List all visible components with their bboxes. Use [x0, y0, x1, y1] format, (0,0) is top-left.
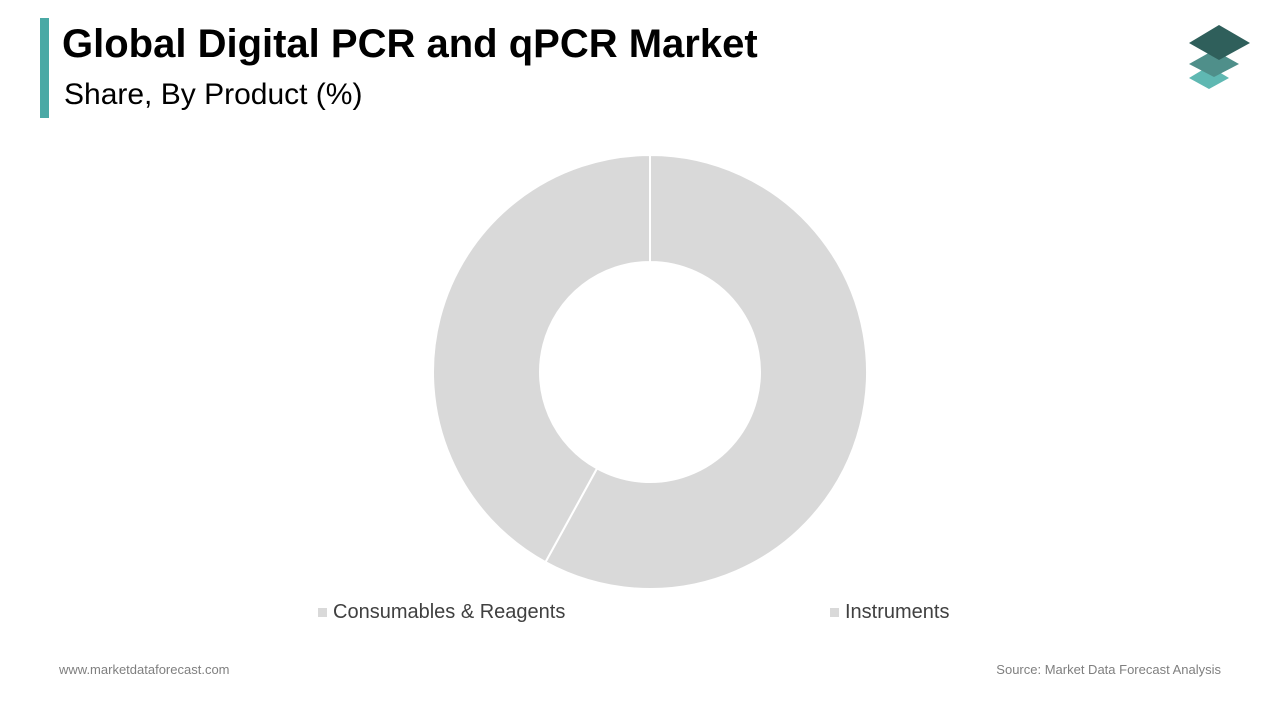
legend-label: Consumables & Reagents: [333, 600, 566, 623]
footer-source: Source: Market Data Forecast Analysis: [996, 662, 1221, 677]
stacked-layers-icon: [1189, 25, 1250, 89]
logo-layer-top: [1189, 25, 1250, 60]
page-subtitle: Share, By Product (%): [64, 78, 363, 111]
legend-item-consumables: Consumables & Reagents: [318, 600, 565, 624]
legend-label: Instruments: [845, 600, 950, 623]
donut-slice-1: [431, 153, 651, 564]
legend-item-instruments: Instruments: [830, 600, 949, 624]
title-accent-bar: [40, 18, 49, 118]
logo-layer-bottom: [1189, 66, 1229, 89]
logo-layer-middle: [1189, 50, 1239, 77]
legend-swatch: [318, 607, 327, 617]
legend-swatch: [830, 607, 839, 617]
footer-website: www.marketdataforecast.com: [59, 662, 230, 677]
donut-slice-0: [544, 153, 868, 590]
page-title: Global Digital PCR and qPCR Market: [62, 22, 758, 66]
